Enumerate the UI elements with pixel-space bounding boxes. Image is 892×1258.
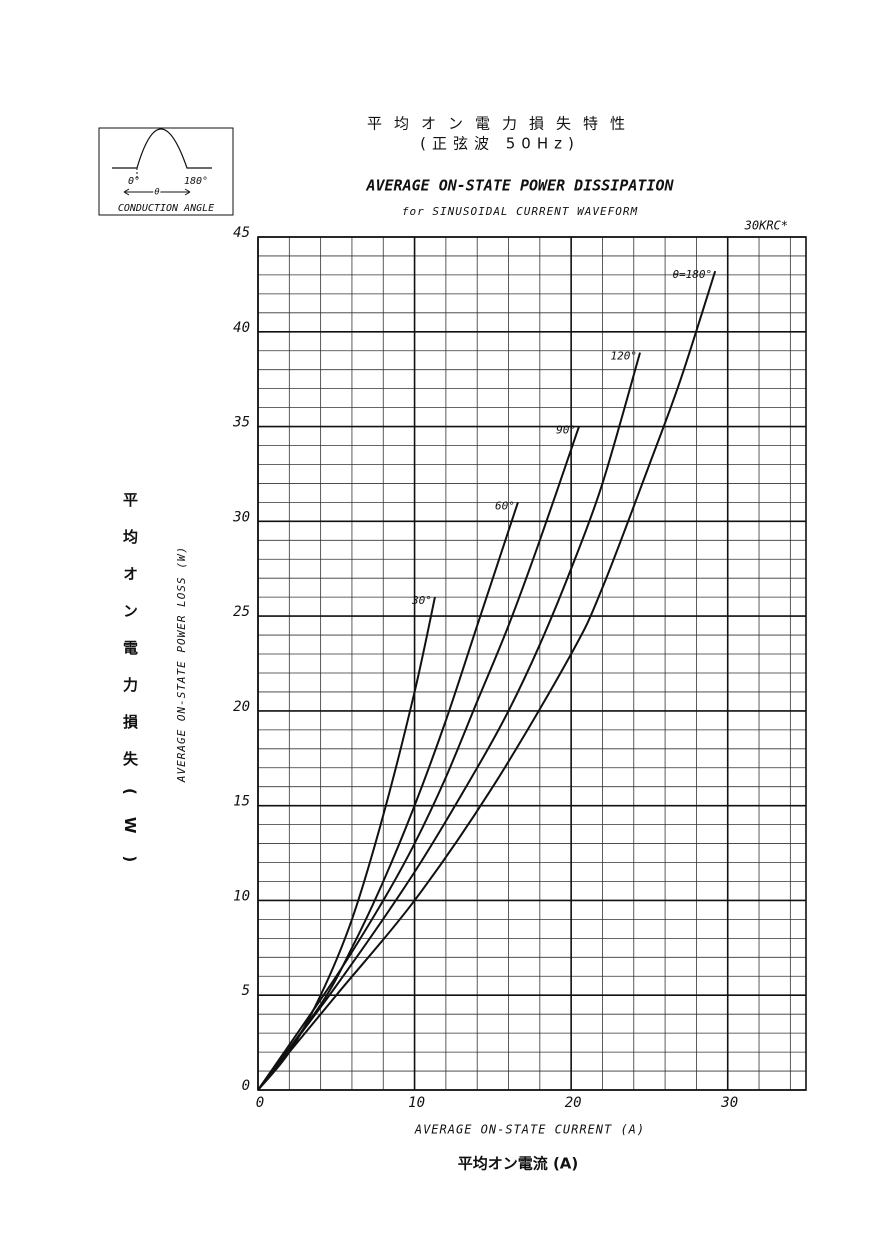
series-label: 60° xyxy=(495,499,515,512)
inset-box xyxy=(98,127,234,216)
x-tick-label: 10 xyxy=(408,1095,425,1111)
y-tick-label: 40 xyxy=(233,320,250,336)
series-label: 30° xyxy=(411,594,432,607)
y-tick-label: 5 xyxy=(242,983,250,999)
inset-right: 180° xyxy=(184,176,208,187)
chart-subtitle: for SINUSOIDAL CURRENT WAVEFORM xyxy=(402,205,638,218)
series-line xyxy=(257,426,580,1091)
inset-left: 0° xyxy=(128,176,140,187)
inset-theta: θ xyxy=(154,188,160,198)
inset-wave xyxy=(112,128,212,169)
x-axis-label-jp: 平均オン電流 (A) xyxy=(458,1155,579,1173)
x-tick-label: 20 xyxy=(565,1095,582,1111)
y-tick-label: 30 xyxy=(232,509,250,525)
series-line xyxy=(257,352,641,1091)
title-jp: 平均オン電力損失特性 xyxy=(367,115,637,133)
x-tick-label: 30 xyxy=(720,1095,738,1111)
y-tick-label: 0 xyxy=(242,1078,250,1094)
y-tick-label: 45 xyxy=(233,225,250,241)
model-label: 30KRC* xyxy=(744,219,788,233)
y-tick-label: 25 xyxy=(233,604,250,620)
y-tick-label: 15 xyxy=(233,794,250,810)
inset: 0° 180° θ CONDUCTION ANGLE xyxy=(98,127,234,216)
subtitle-jp: (正弦波 50Hz) xyxy=(420,135,580,153)
chart-title: AVERAGE ON-STATE POWER DISSIPATION xyxy=(365,177,674,195)
y-axis-label-jp: 平均オン電力損失(W) xyxy=(121,492,139,885)
x-tick-label: 0 xyxy=(256,1095,264,1111)
plot-frame xyxy=(257,236,807,1091)
inset-caption: CONDUCTION ANGLE xyxy=(118,203,214,214)
inset-arrow xyxy=(123,188,191,196)
series-line xyxy=(257,502,519,1091)
y-tick-label: 35 xyxy=(232,415,250,431)
y-axis-label: AVERAGE ON-STATE POWER LOSS (W) xyxy=(175,546,188,783)
series-line xyxy=(257,270,717,1091)
series-line xyxy=(257,596,436,1091)
x-axis-label: AVERAGE ON-STATE CURRENT (A) xyxy=(414,1123,645,1137)
y-tick-label: 10 xyxy=(233,888,250,904)
y-tick-label: 20 xyxy=(233,699,250,715)
series-label: 120° xyxy=(611,350,638,363)
series-label: θ=180° xyxy=(672,268,712,281)
series-label: 90° xyxy=(556,424,576,437)
